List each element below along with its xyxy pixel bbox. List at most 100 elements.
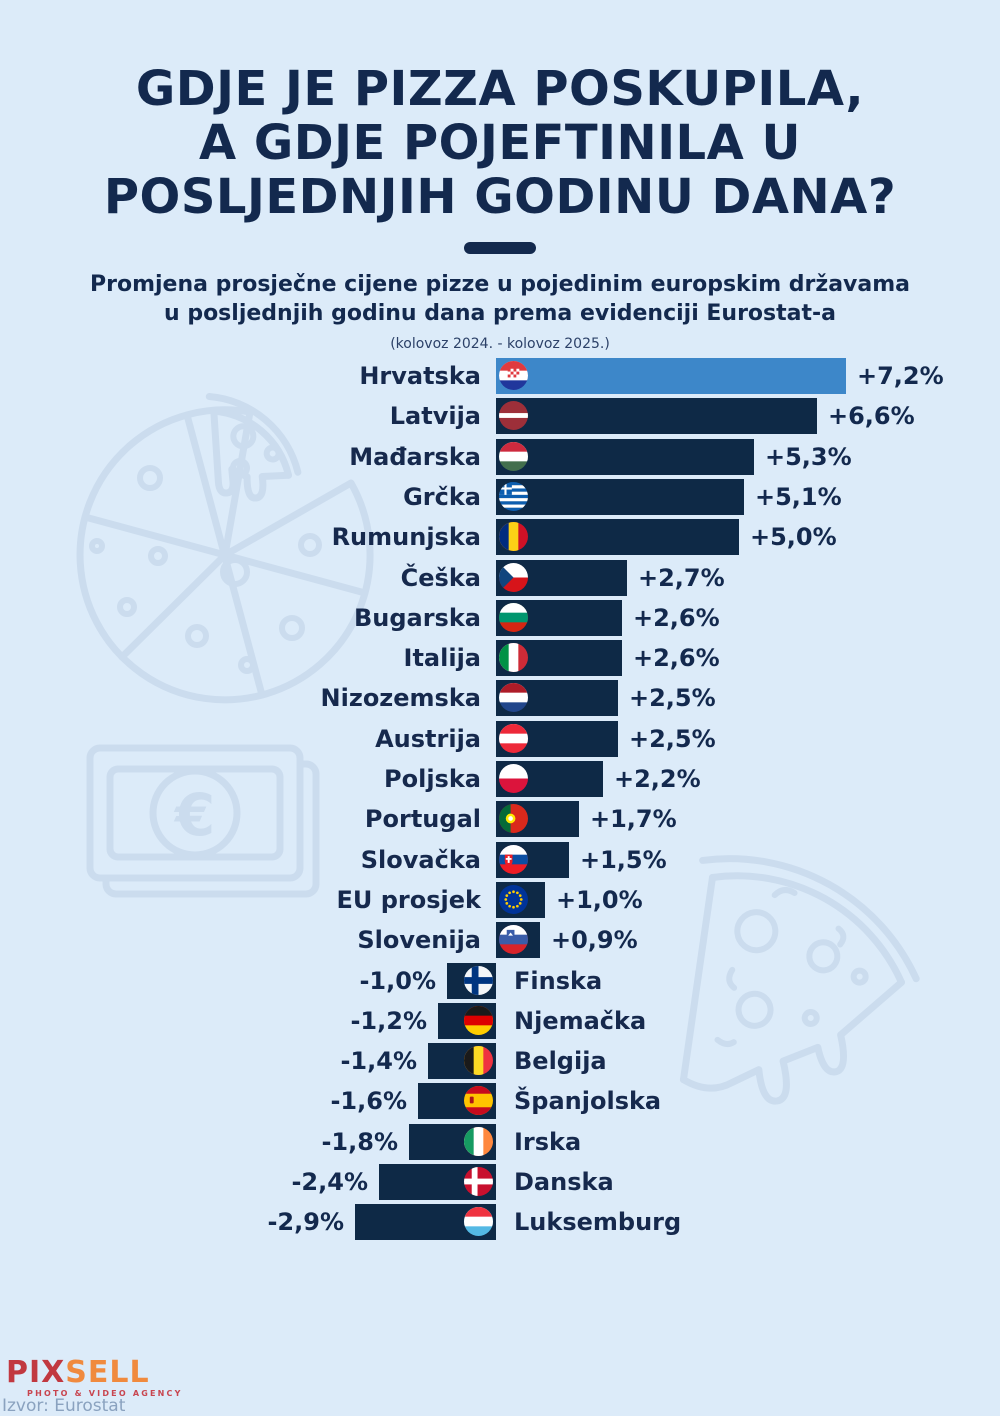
page-title-line-3: POSLJEDNJIH GODINU DANA? <box>103 169 897 225</box>
chart-row: EU prosjek +1,0% <box>0 882 1000 918</box>
country-label: Finska <box>514 967 603 995</box>
chart-row: Hrvatska +7,2% <box>0 358 1000 394</box>
chart-row: Nizozemska +2,5% <box>0 680 1000 716</box>
value-label: -1,4% <box>340 1047 417 1075</box>
flag-latvia-icon <box>499 401 528 430</box>
chart-row: Njemačka -1,2% <box>0 1003 1000 1039</box>
value-label: +2,6% <box>633 604 720 632</box>
chart-row: Irska -1,8% <box>0 1124 1000 1160</box>
country-label: Nizozemska <box>320 684 481 712</box>
flag-greece-icon <box>499 482 528 511</box>
value-label: -2,9% <box>267 1208 344 1236</box>
country-label: Italija <box>403 644 481 672</box>
flag-czechia-icon <box>499 563 528 592</box>
pixsell-logo: PIXSELL <box>6 1358 150 1388</box>
flag-ireland-icon <box>464 1127 493 1156</box>
chart-row: Češka +2,7% <box>0 560 1000 596</box>
flag-germany-icon <box>464 1006 493 1035</box>
value-label: +1,7% <box>590 805 677 833</box>
country-label: Rumunjska <box>331 523 481 551</box>
chart-row: Slovačka +1,5% <box>0 842 1000 878</box>
bar <box>496 398 817 434</box>
country-label: Bugarska <box>353 604 481 632</box>
chart-subtitle-line-1: Promjena prosječne cijene pizze u pojedi… <box>89 272 911 297</box>
country-label: Austrija <box>375 725 481 753</box>
chart-subtitle-line-2: u posljednjih godinu dana prema evidenci… <box>164 301 836 326</box>
bar <box>496 479 744 515</box>
source-note: Izvor: Eurostat <box>2 1396 126 1416</box>
page-title-line-1: GDJE JE PIZZA POSKUPILA, <box>135 61 865 117</box>
chart-row: Mađarska +5,3% <box>0 439 1000 475</box>
value-label: +2,6% <box>633 644 720 672</box>
flag-poland-icon <box>499 764 528 793</box>
chart-row: Italija +2,6% <box>0 640 1000 676</box>
value-label: +5,0% <box>750 523 837 551</box>
value-label: +1,5% <box>580 846 667 874</box>
country-label: EU prosjek <box>336 886 482 914</box>
country-label: Danska <box>514 1168 614 1196</box>
country-label: Grčka <box>403 483 481 511</box>
chart-row: Bugarska +2,6% <box>0 600 1000 636</box>
header: GDJE JE PIZZA POSKUPILA, A GDJE POJEFTIN… <box>0 62 1000 352</box>
chart-row: Finska -1,0% <box>0 963 1000 999</box>
chart-row: Danska -2,4% <box>0 1164 1000 1200</box>
flag-austria-icon <box>499 724 528 753</box>
chart-row: Španjolska -1,6% <box>0 1083 1000 1119</box>
value-label: +5,3% <box>765 443 852 471</box>
chart-row: Portugal +1,7% <box>0 801 1000 837</box>
country-label: Latvija <box>389 402 481 430</box>
bar <box>496 519 739 555</box>
country-label: Mađarska <box>349 443 481 471</box>
footer: PIXSELL PHOTO & VIDEO AGENCY Izvor: Euro… <box>0 1356 1000 1416</box>
value-label: +5,1% <box>755 483 842 511</box>
value-label: +2,2% <box>614 765 701 793</box>
flag-netherlands-icon <box>499 683 528 712</box>
period-note: (kolovoz 2024. - kolovoz 2025.) <box>390 336 610 352</box>
country-label: Belgija <box>514 1047 607 1075</box>
chart-row: Belgija -1,4% <box>0 1043 1000 1079</box>
value-label: +0,9% <box>551 926 638 954</box>
flag-finland-icon <box>464 966 493 995</box>
flag-romania-icon <box>499 522 528 551</box>
chart-row: Austrija +2,5% <box>0 721 1000 757</box>
value-label: -1,0% <box>359 967 436 995</box>
flag-eu-icon <box>499 885 528 914</box>
chart-row: Slovenija +0,9% <box>0 922 1000 958</box>
bar <box>496 358 846 394</box>
chart-row: Luksemburg -2,9% <box>0 1204 1000 1240</box>
flag-luxembourg-icon <box>464 1207 493 1236</box>
country-label: Slovačka <box>360 846 481 874</box>
bar-chart: Hrvatska +7,2% Latvija +6,6% Mađarska +5,3% Gr… <box>0 358 1000 1258</box>
value-label: +2,5% <box>629 725 716 753</box>
flag-portugal-icon <box>499 804 528 833</box>
value-label: -1,6% <box>330 1087 407 1115</box>
value-label: -1,8% <box>321 1128 398 1156</box>
value-label: -2,4% <box>291 1168 368 1196</box>
flag-croatia-icon <box>499 361 528 390</box>
flag-denmark-icon <box>464 1167 493 1196</box>
value-label: +1,0% <box>556 886 643 914</box>
pixsell-logo-pix: PIX <box>6 1355 66 1390</box>
bar <box>496 439 754 475</box>
chart-row: Poljska +2,2% <box>0 761 1000 797</box>
flag-italy-icon <box>499 643 528 672</box>
country-label: Luksemburg <box>514 1208 682 1236</box>
country-label: Češka <box>400 564 481 592</box>
value-label: -1,2% <box>350 1007 427 1035</box>
flag-belgium-icon <box>464 1046 493 1075</box>
pixsell-logo-sell: SELL <box>65 1355 150 1390</box>
page-title-line-2: A GDJE POJEFTINILA U <box>199 115 801 171</box>
value-label: +6,6% <box>828 402 915 430</box>
flag-bulgaria-icon <box>499 603 528 632</box>
value-label: +2,7% <box>638 564 725 592</box>
flag-spain-icon <box>464 1086 493 1115</box>
country-label: Poljska <box>384 765 481 793</box>
country-label: Slovenija <box>357 926 481 954</box>
country-label: Irska <box>514 1128 582 1156</box>
chart-row: Grčka +5,1% <box>0 479 1000 515</box>
country-label: Hrvatska <box>359 362 481 390</box>
value-label: +7,2% <box>857 362 944 390</box>
chart-row: Rumunjska +5,0% <box>0 519 1000 555</box>
flag-slovenia-icon <box>499 925 528 954</box>
